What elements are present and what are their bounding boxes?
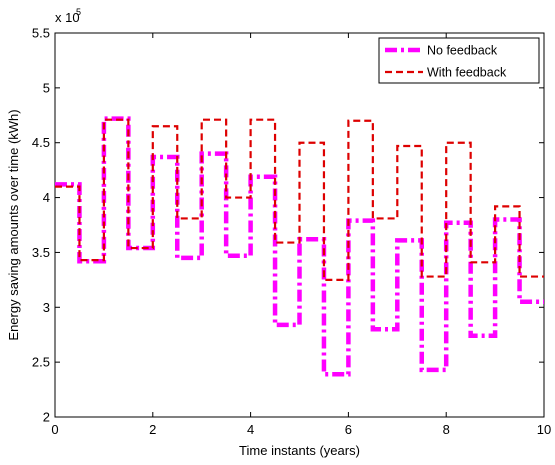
y-tick-label: 3.5: [32, 245, 50, 260]
legend-box: [378, 37, 540, 84]
series-line-with-feedback: [55, 118, 544, 281]
y-axis-title: Energy saving amounts over time (kWh): [6, 109, 21, 340]
legend-label-with-feedback: With feedback: [427, 66, 507, 80]
y-exponent-power: 5: [76, 7, 81, 17]
x-tick-label: 8: [443, 422, 450, 437]
y-tick-label: 5.5: [32, 26, 50, 41]
series-layer: [55, 116, 544, 377]
x-tick-label: 10: [537, 422, 551, 437]
y-tick-label: 4: [43, 190, 50, 205]
y-axis-exponent: x 10 5: [55, 7, 81, 25]
x-axis-title: Time instants (years): [239, 443, 360, 458]
legend-label-no-feedback: No feedback: [427, 44, 498, 58]
x-tick-label: 6: [345, 422, 352, 437]
x-tick-label: 2: [149, 422, 156, 437]
y-tick-label: 2: [43, 410, 50, 425]
y-tick-label: 2.5: [32, 355, 50, 370]
y-tick-label: 4.5: [32, 135, 50, 150]
legend: No feedback With feedback: [378, 37, 540, 84]
y-exponent-base: x 10: [55, 10, 80, 25]
y-tick-label: 3: [43, 300, 50, 315]
y-tick-label: 5: [43, 80, 50, 95]
series-line-no-feedback: [55, 116, 544, 377]
plot-frame: [54, 32, 545, 418]
x-tick-label: 0: [51, 422, 58, 437]
x-tick-label: 4: [247, 422, 254, 437]
